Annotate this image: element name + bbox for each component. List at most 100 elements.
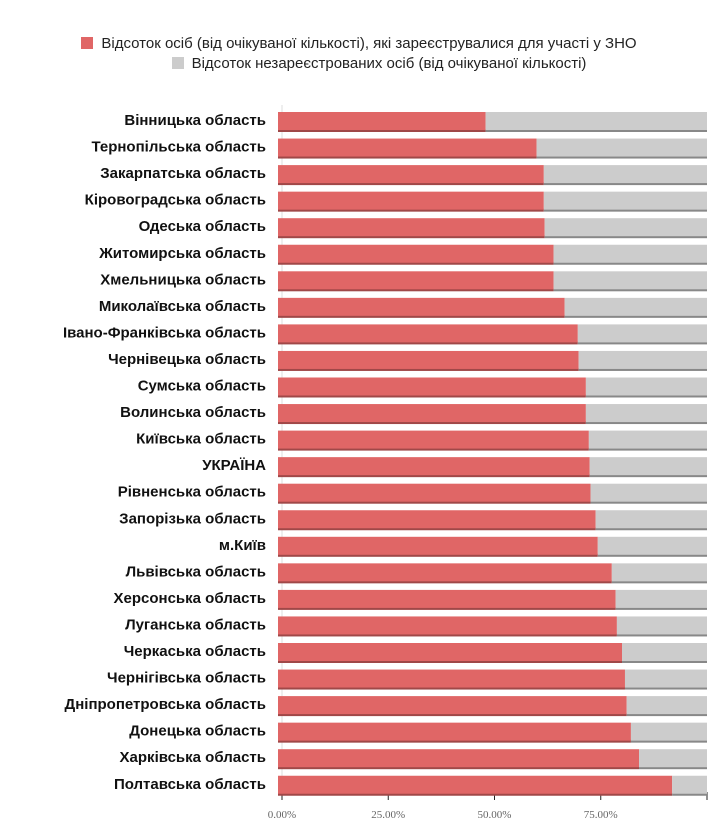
bar-registered bbox=[278, 297, 565, 316]
category-label: Дніпропетровська область bbox=[65, 696, 266, 713]
bar-unregistered bbox=[543, 165, 707, 184]
bar-shadow-unregistered bbox=[597, 553, 707, 557]
category-label: Закарпатська область bbox=[100, 165, 266, 182]
bar-shadow-registered bbox=[278, 394, 586, 398]
category-label: Рівненська область bbox=[118, 484, 266, 501]
bar-shadow-unregistered bbox=[624, 686, 707, 690]
bar-unregistered bbox=[588, 430, 707, 449]
category-label: Луганська область bbox=[125, 616, 266, 633]
bar-registered bbox=[278, 165, 544, 184]
legend-swatch-red bbox=[81, 37, 94, 49]
bar-unregistered bbox=[544, 218, 707, 237]
bar-shadow-registered bbox=[278, 447, 589, 451]
bar-registered bbox=[278, 643, 622, 661]
legend-item-registered[interactable]: Відсоток осіб (від очікуваної кількості)… bbox=[0, 35, 718, 52]
bar-unregistered bbox=[553, 271, 707, 290]
bar-shadow-unregistered bbox=[553, 261, 707, 265]
bar-shadow-registered bbox=[278, 314, 565, 318]
bar-registered bbox=[278, 536, 598, 555]
bar-shadow-unregistered bbox=[615, 606, 707, 610]
bar-unregistered bbox=[590, 483, 707, 502]
category-label: Чернігівська область bbox=[107, 670, 266, 687]
bar-registered bbox=[278, 430, 589, 449]
bar-unregistered bbox=[577, 324, 707, 343]
bar-shadow-unregistered bbox=[553, 288, 707, 292]
bar-shadow-registered bbox=[278, 421, 586, 425]
bar-shadow-registered bbox=[278, 766, 639, 770]
bar-shadow-unregistered bbox=[536, 155, 707, 159]
bar-registered bbox=[278, 775, 673, 794]
bar-registered bbox=[278, 404, 586, 423]
category-label: Харківська область bbox=[120, 749, 266, 766]
category-label: Київська область bbox=[136, 431, 266, 448]
legend-label: Відсоток незареєстрованих осіб (від очік… bbox=[191, 55, 587, 72]
bar-shadow-registered bbox=[278, 606, 616, 610]
legend-item-unregistered[interactable]: Відсоток незареєстрованих осіб (від очік… bbox=[0, 55, 718, 72]
category-label: Миколаївська область bbox=[99, 298, 266, 315]
bar-registered bbox=[278, 563, 612, 582]
bar-shadow-unregistered bbox=[622, 660, 707, 663]
bar-shadow-unregistered bbox=[611, 580, 707, 584]
bar-shadow-registered bbox=[278, 341, 578, 345]
bar-registered bbox=[278, 722, 631, 741]
bar-shadow-unregistered bbox=[577, 341, 707, 345]
bar-shadow-unregistered bbox=[585, 394, 707, 398]
bar-shadow-unregistered bbox=[543, 182, 707, 186]
bar-unregistered bbox=[578, 350, 707, 369]
legend-label: Відсоток осіб (від очікуваної кількості)… bbox=[101, 35, 637, 52]
category-label: Львівська область bbox=[126, 563, 266, 580]
bar-registered bbox=[278, 112, 486, 130]
bar-unregistered bbox=[543, 191, 707, 210]
bar-registered bbox=[278, 350, 579, 369]
bar-shadow-registered bbox=[278, 288, 554, 292]
bar-shadow-registered bbox=[278, 500, 591, 504]
bar-shadow-unregistered bbox=[578, 367, 707, 371]
bar-shadow-unregistered bbox=[589, 474, 707, 478]
bar-shadow-registered bbox=[278, 367, 579, 371]
x-tick-label: 25.00% bbox=[371, 809, 405, 821]
bar-registered bbox=[278, 271, 554, 290]
category-label: Тернопільська область bbox=[91, 139, 266, 156]
bar-shadow-registered bbox=[278, 792, 673, 796]
category-label: Вінницька область bbox=[124, 112, 266, 129]
bar-shadow-registered bbox=[278, 182, 544, 186]
bar-shadow-unregistered bbox=[595, 527, 707, 531]
bar-unregistered bbox=[564, 297, 707, 316]
bar-shadow-unregistered bbox=[626, 713, 707, 717]
bar-shadow-registered bbox=[278, 713, 627, 717]
bar-shadow-registered bbox=[278, 235, 545, 239]
bar-shadow-unregistered bbox=[485, 129, 707, 132]
bar-registered bbox=[278, 457, 590, 476]
category-label: Волинська область bbox=[120, 404, 266, 421]
bar-shadow-registered bbox=[278, 580, 612, 584]
category-label: Черкаська область bbox=[124, 643, 266, 660]
bar-shadow-unregistered bbox=[672, 792, 707, 796]
category-label: Кіровоградська область bbox=[85, 192, 266, 209]
bar-shadow-registered bbox=[278, 129, 486, 132]
bar-registered bbox=[278, 616, 617, 635]
category-label: Хмельницька область bbox=[100, 271, 266, 288]
bar-registered bbox=[278, 377, 586, 396]
bar-shadow-unregistered bbox=[616, 633, 707, 637]
bar-unregistered bbox=[626, 696, 707, 715]
bar-shadow-registered bbox=[278, 261, 554, 265]
bar-shadow-unregistered bbox=[588, 447, 707, 451]
bar-registered bbox=[278, 483, 591, 502]
bar-registered bbox=[278, 749, 639, 768]
bar-registered bbox=[278, 244, 554, 263]
bar-unregistered bbox=[630, 722, 707, 741]
category-label: м.Київ bbox=[219, 537, 266, 554]
bar-shadow-unregistered bbox=[564, 314, 707, 318]
bar-unregistered bbox=[589, 457, 707, 476]
legend-swatch-gray bbox=[171, 57, 184, 69]
bar-registered bbox=[278, 191, 544, 210]
bar-shadow-registered bbox=[278, 660, 622, 663]
bar-shadow-registered bbox=[278, 739, 631, 743]
bar-shadow-unregistered bbox=[543, 208, 707, 212]
bar-shadow-registered bbox=[278, 474, 590, 478]
category-label: Житомирська область bbox=[98, 245, 266, 262]
bar-registered bbox=[278, 696, 627, 715]
bar-unregistered bbox=[639, 749, 707, 768]
category-label: УКРАЇНА bbox=[202, 457, 266, 474]
